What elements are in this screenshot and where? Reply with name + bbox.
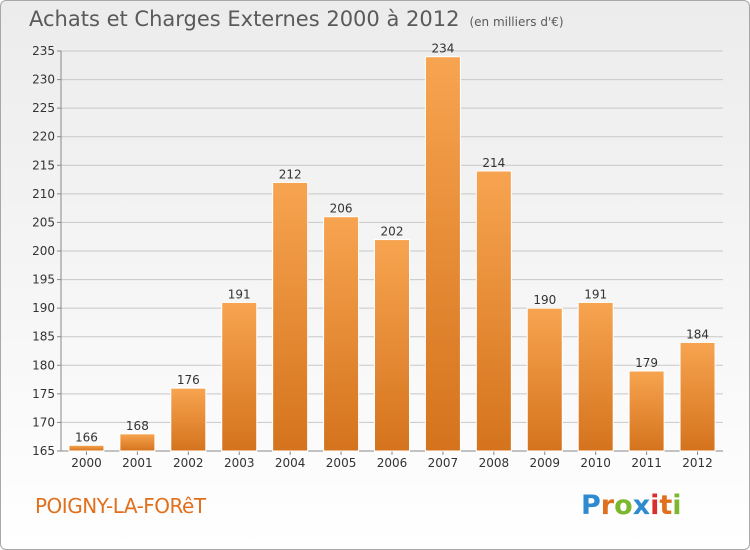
bar-2010 bbox=[577, 301, 614, 452]
data-label: 190 bbox=[533, 293, 556, 307]
y-tick-label: 185 bbox=[32, 330, 55, 344]
x-tick-label: 2012 bbox=[682, 456, 713, 470]
bar-2012 bbox=[679, 341, 716, 452]
data-label: 168 bbox=[126, 419, 149, 433]
y-tick-label: 165 bbox=[32, 444, 55, 458]
labels: 165 170 175 180 185 190 195 200 205 210 215 220 225 2… bbox=[32, 42, 713, 470]
bar-2001 bbox=[119, 433, 156, 452]
y-tick-label: 225 bbox=[32, 101, 55, 115]
bar-2007 bbox=[424, 56, 461, 452]
proxiti-logo[interactable]: Proxiti bbox=[581, 490, 682, 521]
data-label: 166 bbox=[75, 430, 98, 444]
data-label: 191 bbox=[228, 287, 251, 301]
data-label: 214 bbox=[482, 156, 505, 170]
bar-2002 bbox=[170, 387, 207, 452]
y-tick-label: 215 bbox=[32, 158, 55, 172]
unit-text: (en milliers d'€) bbox=[469, 15, 564, 29]
logo-letter: P bbox=[581, 490, 601, 521]
x-tick-label: 2008 bbox=[479, 456, 510, 470]
y-tick-label: 235 bbox=[32, 44, 55, 58]
logo-letter: x bbox=[632, 490, 651, 521]
data-label: 184 bbox=[686, 327, 709, 341]
y-tick-label: 170 bbox=[32, 415, 55, 429]
x-tick-label: 2001 bbox=[122, 456, 153, 470]
y-tick-label: 220 bbox=[32, 130, 55, 144]
x-tick-label: 2002 bbox=[173, 456, 204, 470]
bar-2009 bbox=[526, 307, 563, 452]
bar-2008 bbox=[475, 170, 512, 452]
data-label: 176 bbox=[177, 373, 200, 387]
logo-letter: i bbox=[672, 490, 682, 521]
y-tick-label: 175 bbox=[32, 387, 55, 401]
bar-2005 bbox=[323, 216, 360, 452]
x-tick-label: 2007 bbox=[428, 456, 459, 470]
bar-2011 bbox=[628, 370, 665, 452]
x-tick-label: 2011 bbox=[631, 456, 662, 470]
chart-title: Achats et Charges Externes 2000 à 2012 (e… bbox=[29, 7, 564, 31]
x-tick-label: 2005 bbox=[326, 456, 357, 470]
y-tick-label: 230 bbox=[32, 73, 55, 87]
y-tick-label: 205 bbox=[32, 215, 55, 229]
bars bbox=[68, 56, 716, 452]
y-tick-label: 210 bbox=[32, 187, 55, 201]
y-tick-label: 195 bbox=[32, 273, 55, 287]
x-tick-label: 2006 bbox=[377, 456, 408, 470]
x-tick-label: 2000 bbox=[71, 456, 102, 470]
x-tick-label: 2009 bbox=[529, 456, 560, 470]
logo-letter: o bbox=[614, 490, 633, 521]
bar-2003 bbox=[221, 301, 258, 452]
x-tick-label: 2010 bbox=[580, 456, 611, 470]
logo-letter: r bbox=[600, 490, 615, 521]
data-label: 179 bbox=[635, 356, 658, 370]
bar-2006 bbox=[374, 239, 410, 452]
logo-letter: i bbox=[650, 490, 660, 521]
data-label: 212 bbox=[279, 167, 302, 181]
data-label: 202 bbox=[381, 225, 404, 239]
data-label: 191 bbox=[584, 287, 607, 301]
commune-name: POIGNY-LA-FORêT bbox=[35, 494, 206, 518]
logo-letter: t bbox=[659, 490, 673, 521]
bar-2000 bbox=[68, 444, 105, 452]
bar-2004 bbox=[272, 181, 309, 452]
data-label: 234 bbox=[431, 42, 454, 56]
y-tick-label: 190 bbox=[32, 301, 55, 315]
data-label: 206 bbox=[330, 202, 353, 216]
y-tick-label: 200 bbox=[32, 244, 55, 258]
x-tick-label: 2004 bbox=[275, 456, 306, 470]
y-tick-label: 180 bbox=[32, 358, 55, 372]
x-tick-label: 2003 bbox=[224, 456, 255, 470]
title-text: Achats et Charges Externes 2000 à 2012 bbox=[29, 7, 460, 31]
